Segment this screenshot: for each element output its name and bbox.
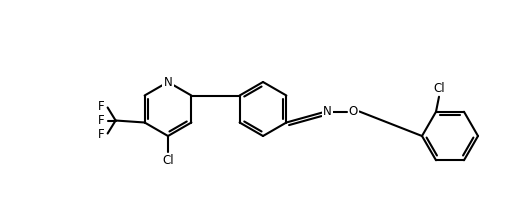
Text: N: N [164, 75, 172, 88]
Text: F: F [98, 114, 105, 127]
Text: Cl: Cl [162, 153, 174, 166]
Text: N: N [323, 105, 332, 118]
Text: O: O [349, 105, 358, 118]
Text: F: F [98, 100, 105, 113]
Text: F: F [98, 128, 105, 141]
Text: Cl: Cl [433, 82, 445, 95]
